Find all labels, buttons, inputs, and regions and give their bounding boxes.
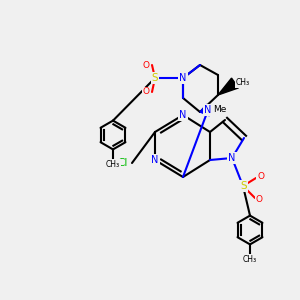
Text: N: N bbox=[151, 155, 159, 165]
Text: N: N bbox=[179, 110, 187, 120]
Text: Cl: Cl bbox=[117, 158, 128, 168]
Text: CH₃: CH₃ bbox=[236, 79, 250, 88]
Text: O: O bbox=[142, 88, 149, 97]
Text: CH₃: CH₃ bbox=[243, 255, 257, 264]
Text: Me: Me bbox=[213, 106, 227, 115]
Text: CH₃: CH₃ bbox=[106, 160, 120, 169]
Text: O: O bbox=[256, 195, 263, 204]
Text: O: O bbox=[142, 61, 149, 70]
Text: N: N bbox=[228, 153, 236, 163]
Text: S: S bbox=[240, 181, 247, 191]
Text: S: S bbox=[152, 73, 158, 83]
Polygon shape bbox=[200, 104, 209, 116]
Polygon shape bbox=[218, 78, 238, 95]
Text: N: N bbox=[204, 105, 212, 115]
Text: O: O bbox=[257, 172, 264, 181]
Text: N: N bbox=[179, 73, 187, 83]
